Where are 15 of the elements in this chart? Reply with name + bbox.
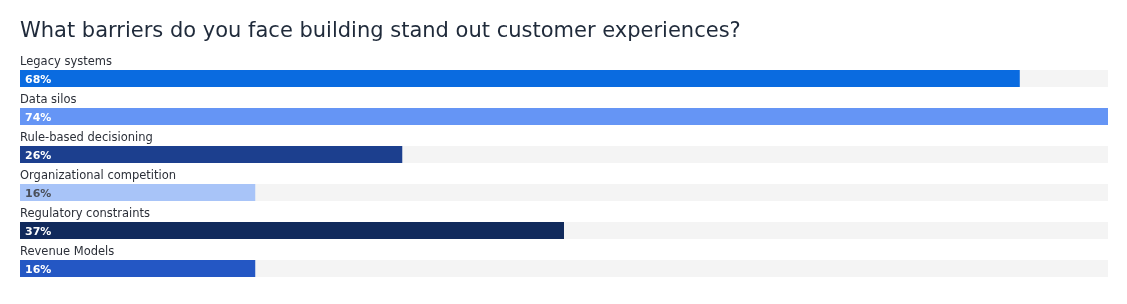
y-tick-label: Revenue Models (20, 244, 115, 258)
data-label: 16% (25, 186, 52, 200)
bar (20, 260, 256, 277)
bar (20, 184, 256, 201)
chart-title: What barriers do you face building stand out customer experiences? (19, 17, 742, 44)
y-tick-label: Legacy systems (20, 54, 112, 68)
data-label: 16% (25, 262, 52, 276)
y-tick-label: Rule-based decisioning (20, 130, 153, 144)
data-label: 74% (25, 110, 52, 124)
data-label: 68% (25, 72, 52, 86)
y-tick-label: Regulatory constraints (20, 206, 151, 220)
y-tick-label: Organizational competition (20, 168, 177, 182)
data-label: 26% (25, 148, 52, 162)
data-label: 37% (25, 224, 52, 238)
y-tick-label: Data silos (20, 92, 77, 106)
